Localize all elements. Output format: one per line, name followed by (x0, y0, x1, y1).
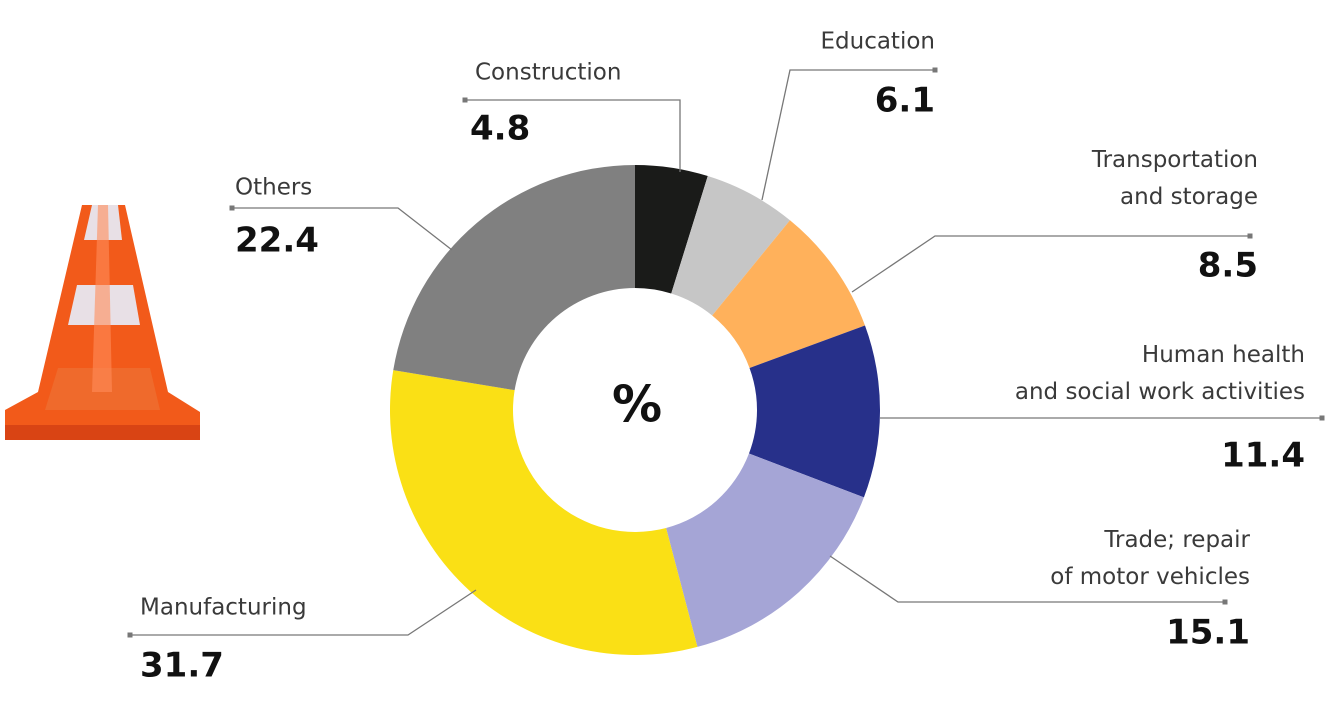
value-label: 4.8 (470, 109, 530, 149)
value-label: 11.4 (1221, 436, 1305, 476)
leader-line (465, 99, 681, 172)
value-label: 6.1 (875, 81, 935, 121)
leader-dot (1247, 233, 1253, 239)
value-label: 22.4 (235, 221, 319, 261)
category-label: Manufacturing (140, 595, 307, 621)
leader-line (851, 235, 1250, 293)
category-label: Transportation and storage (1091, 147, 1258, 210)
slice (666, 453, 864, 647)
center-label: % (612, 376, 662, 434)
leader-dot (229, 205, 235, 211)
donut (390, 165, 881, 655)
traffic-cone (5, 205, 200, 440)
slice (748, 325, 881, 498)
leader-dot (127, 632, 133, 638)
slice (393, 165, 635, 391)
leader-dot (932, 67, 938, 73)
leader-line (232, 207, 453, 251)
leader-line (130, 589, 477, 636)
category-label: Education (820, 29, 935, 55)
leader-dot (462, 97, 468, 103)
slice (671, 176, 790, 316)
slice (390, 370, 698, 655)
value-label: 15.1 (1166, 613, 1250, 653)
leader-line (829, 555, 1225, 603)
category-label: Others (235, 175, 312, 201)
category-label: Trade; repair of motor vehicles (1050, 527, 1250, 590)
leader-dot (1319, 415, 1325, 421)
value-label: 31.7 (140, 646, 224, 686)
slice (712, 220, 865, 368)
slice (635, 165, 708, 294)
leader-dot (1222, 599, 1228, 605)
value-label: 8.5 (1198, 246, 1258, 286)
category-label: Human health and social work activities (1015, 342, 1305, 405)
category-label: Construction (475, 60, 621, 86)
leader-line (761, 69, 935, 201)
